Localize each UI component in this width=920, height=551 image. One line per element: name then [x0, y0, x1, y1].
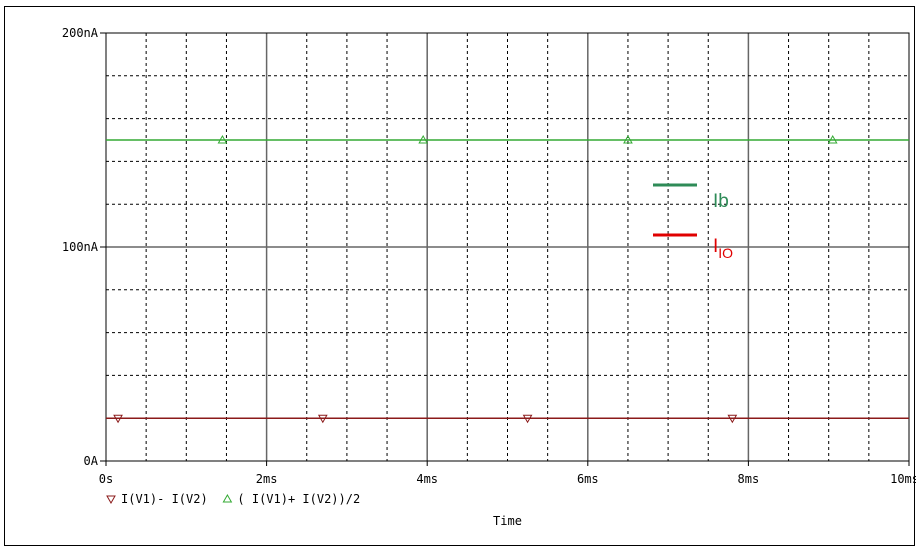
- legend: I(V1)- I(V2) ( I(V1)+ I(V2))/2: [106, 492, 360, 506]
- x-tick-label: 8ms: [738, 472, 760, 486]
- legend-marker-0: [106, 495, 116, 505]
- annotation-subscript-1: IO: [718, 245, 733, 261]
- x-axis-ticks: 0s 2ms 4ms 6ms 8ms 10ms: [99, 461, 916, 486]
- series-layer: [106, 134, 909, 424]
- grid: [106, 33, 909, 461]
- x-axis-label: Time: [493, 514, 522, 528]
- series-marker-1: [217, 134, 228, 144]
- y-tick-label: 100nA: [62, 240, 99, 254]
- annotation-label-1: IIO: [713, 236, 733, 261]
- series-marker-1: [623, 134, 633, 144]
- series-marker-1: [827, 134, 838, 144]
- series-marker-0: [113, 414, 123, 424]
- x-tick-label: 4ms: [416, 472, 438, 486]
- y-tick-label: 200nA: [62, 26, 99, 40]
- series-marker-0: [317, 414, 328, 424]
- annotations: Ib IIO: [653, 183, 733, 261]
- series-marker-1: [418, 134, 429, 144]
- legend-label-0: I(V1)- I(V2): [121, 492, 208, 506]
- plot-window: 0A 100nA 200nA 0s 2ms 4ms 6ms 8ms 10ms I(V1)- I…: [4, 6, 916, 546]
- x-tick-label: 10ms: [890, 472, 916, 486]
- annotation-label-0: Ib: [713, 191, 729, 212]
- legend-marker-1: [222, 493, 233, 503]
- x-tick-label: 0s: [99, 472, 113, 486]
- y-axis-ticks: 0A 100nA 200nA: [62, 26, 106, 468]
- legend-label-1: ( I(V1)+ I(V2))/2: [237, 492, 360, 506]
- x-tick-label: 6ms: [577, 472, 599, 486]
- series-marker-0: [727, 414, 738, 424]
- y-tick-label: 0A: [84, 454, 99, 468]
- series-marker-0: [522, 414, 533, 424]
- chart-svg: 0A 100nA 200nA 0s 2ms 4ms 6ms 8ms 10ms I(V1)- I…: [62, 26, 916, 528]
- x-tick-label: 2ms: [256, 472, 278, 486]
